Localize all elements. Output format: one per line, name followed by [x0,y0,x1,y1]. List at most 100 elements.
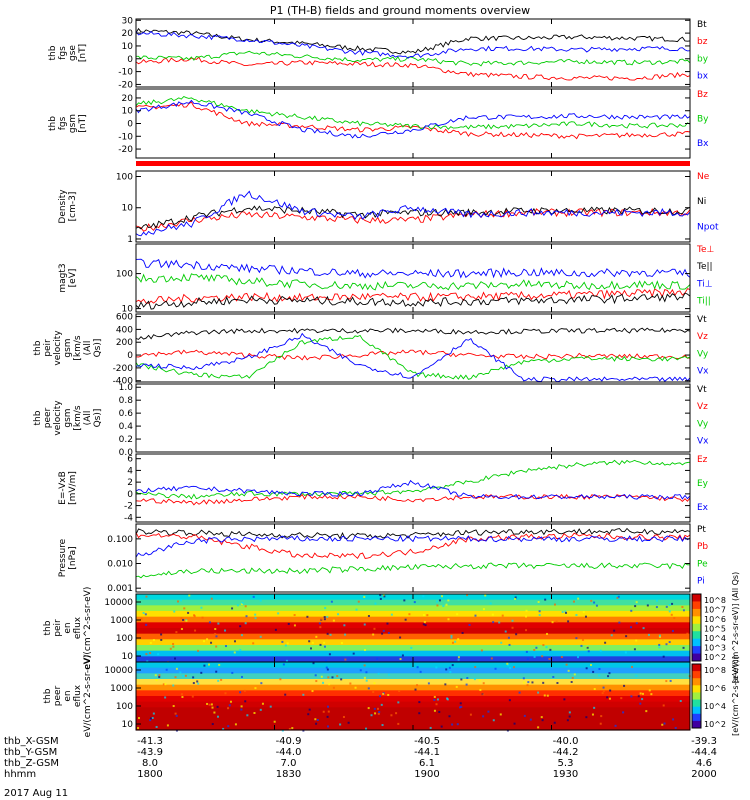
spectrogram-speckle [378,711,381,714]
spectrogram-speckle [682,646,685,649]
spectrogram-speckle [501,614,504,617]
spectrogram-speckle [645,710,648,713]
spectrogram-speckle [633,648,636,651]
spectrogram-speckle [377,672,380,675]
spectrogram-speckle [673,617,676,620]
spectrogram-speckle [367,615,370,618]
spectrogram-band [136,718,690,725]
panel-peir-eflux: 10000 1000 100 10 thb peir en eflux eV/(cm^2-s-s… [43,587,691,669]
spectrogram-speckle [158,675,161,678]
spectrogram-speckle [526,657,529,660]
spectrogram-speckle [489,602,492,605]
spectrogram-speckle [546,632,549,635]
spectrogram-speckle [491,613,494,616]
colorbar-tick-label: 10^3 [704,644,726,653]
spectrogram-speckle [355,608,358,611]
y-tick-label: 10000 [104,598,133,608]
spectrogram-speckle [307,713,310,716]
spectrogram-speckle [604,641,607,644]
spectrogram-speckle [671,602,674,605]
spectrogram-speckle [340,678,343,681]
spectrogram-speckle [498,621,501,624]
spectrogram-speckle [401,654,404,657]
spectrogram-speckle [568,711,571,714]
spectrogram-speckle [631,665,634,668]
spectrogram-speckle [451,664,454,667]
spectrogram-band [136,650,690,657]
spectrogram-speckle [441,595,444,598]
spectrogram-speckle [327,705,330,708]
y-tick-label: -20 [118,145,133,155]
spectrogram-speckle [323,616,326,619]
y-axis-label: [km/s [73,335,83,361]
colorbar-tick-label: 10^5 [704,625,726,634]
spectrogram-speckle [316,719,319,722]
spectrogram-speckle [564,610,567,613]
spectrogram-band [136,611,690,618]
spectrogram-speckle [200,606,203,609]
spectrogram-speckle [395,712,398,715]
spectrogram-speckle [450,634,453,637]
spectrogram-speckle [240,602,243,605]
y-axis-label: [mV/m] [68,471,78,505]
spectrogram-speckle [344,658,347,661]
spectrogram-speckle [211,706,214,709]
spectrogram-speckle [529,718,532,721]
spectrogram-speckle [200,671,203,674]
legend-entry-Bx: Bx [697,139,709,149]
spectrogram-speckle [387,673,390,676]
spectrogram-speckle [244,605,247,608]
colorbar-tick-label: 10^7 [704,606,726,615]
spectrogram-speckle [622,711,625,714]
spectrogram-speckle [311,641,314,644]
spectrogram-speckle [340,642,343,645]
spectrogram-speckle [243,689,246,692]
spectrogram-speckle [642,627,645,630]
spectrogram-speckle [482,715,485,718]
spectrogram-speckle [506,729,509,732]
spectrogram-speckle [466,677,469,680]
spectrogram-speckle [229,700,232,703]
spectrogram-band [136,667,690,674]
legend-entry-Vt: Vt [697,315,707,325]
y-tick-label: 0.6 [119,409,134,419]
spectrogram-speckle [373,707,376,710]
spectrogram-speckle [456,723,459,726]
spectrogram-speckle [149,719,152,722]
spectrogram-speckle [373,627,376,630]
spectrogram-speckle [542,634,545,637]
spectrogram-speckle [244,622,247,625]
colorbar-segment [692,646,701,655]
y-axis-label: peir [53,619,63,637]
spectrogram-speckle [239,648,242,651]
y-tick-label: 10 [122,305,134,315]
y-axis-label: eflux [73,684,83,707]
spectrogram-speckle [533,648,536,651]
spectrogram-speckle [610,634,613,637]
legend-entry-Pi: Pi [697,576,705,586]
spectrogram-speckle [499,713,502,716]
spectrogram-speckle [187,611,190,614]
spectrogram-speckle [572,600,575,603]
spectrogram-speckle [174,676,177,679]
spectrogram-speckle [435,703,438,706]
spectrogram-speckle [679,700,682,703]
spectrogram-speckle [215,645,218,648]
spectrogram-speckle [241,601,244,604]
spectrogram-speckle [514,596,517,599]
spectrogram-speckle [565,611,568,614]
colorbar-segment [692,699,701,708]
spectrogram-speckle [269,705,272,708]
spectrogram-speckle [149,652,152,655]
y-tick-label: 1000 [110,684,133,694]
spectrogram-speckle [445,668,448,671]
y-axis-label: thb [43,620,53,635]
spectrogram-speckle [339,723,342,726]
spectrogram-speckle [506,662,509,665]
spectrogram-speckle [620,697,623,700]
colorbar-label: [eV/(cm^2-s-sr-eV)] [731,656,740,736]
spectrogram-band [136,628,690,635]
spectrogram-speckle [448,666,451,669]
spectrogram-speckle [450,636,453,639]
spectrogram-speckle [239,625,242,628]
